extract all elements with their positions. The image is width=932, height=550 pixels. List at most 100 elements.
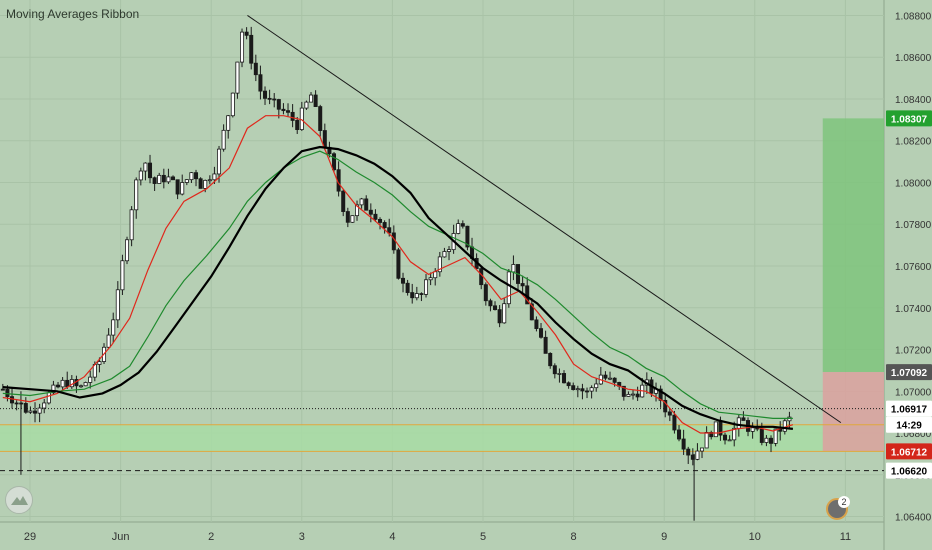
- candle-body[interactable]: [368, 209, 373, 215]
- candle-body[interactable]: [382, 222, 387, 229]
- candle-body[interactable]: [571, 385, 576, 390]
- candle-body[interactable]: [175, 179, 180, 195]
- candle-body[interactable]: [700, 447, 705, 452]
- candle-body[interactable]: [0, 388, 5, 391]
- candle-body[interactable]: [180, 182, 185, 195]
- candle-body[interactable]: [79, 385, 84, 388]
- candle-body[interactable]: [612, 377, 617, 383]
- candle-body[interactable]: [741, 417, 746, 421]
- candle-body[interactable]: [51, 384, 56, 394]
- candle-body[interactable]: [502, 303, 507, 324]
- candle-body[interactable]: [350, 215, 355, 223]
- candle-body[interactable]: [608, 377, 613, 380]
- candle-body[interactable]: [313, 94, 318, 107]
- candle-body[interactable]: [194, 172, 199, 180]
- candle-body[interactable]: [272, 98, 277, 101]
- candle-body[interactable]: [276, 99, 281, 110]
- candle-body[interactable]: [345, 211, 350, 223]
- candle-body[interactable]: [663, 399, 668, 413]
- candle-body[interactable]: [621, 385, 626, 397]
- candle-body[interactable]: [594, 383, 599, 389]
- candle-body[interactable]: [493, 305, 498, 311]
- candle-body[interactable]: [56, 384, 61, 388]
- candle-body[interactable]: [217, 148, 222, 175]
- candle-body[interactable]: [65, 379, 70, 388]
- candle-body[interactable]: [626, 394, 631, 397]
- candle-body[interactable]: [704, 432, 709, 449]
- candle-body[interactable]: [5, 388, 10, 398]
- candle-body[interactable]: [60, 379, 65, 388]
- candle-body[interactable]: [253, 62, 258, 76]
- candle-body[interactable]: [23, 403, 28, 413]
- candle-body[interactable]: [226, 115, 231, 131]
- candle-body[interactable]: [37, 407, 42, 414]
- candle-body[interactable]: [585, 390, 590, 393]
- candle-body[interactable]: [207, 179, 212, 182]
- candle-body[interactable]: [318, 106, 323, 131]
- candle-body[interactable]: [161, 174, 166, 183]
- candle-body[interactable]: [10, 396, 15, 404]
- candle-body[interactable]: [695, 450, 700, 460]
- candle-body[interactable]: [631, 393, 636, 396]
- candle-body[interactable]: [281, 108, 286, 112]
- candle-body[interactable]: [543, 336, 548, 354]
- candle-body[interactable]: [433, 271, 438, 279]
- candle-body[interactable]: [88, 376, 93, 383]
- candle-body[interactable]: [723, 434, 728, 441]
- candle-body[interactable]: [332, 153, 337, 171]
- candle-body[interactable]: [28, 410, 33, 413]
- candle-body[interactable]: [111, 319, 116, 336]
- candle-body[interactable]: [603, 374, 608, 379]
- candle-body[interactable]: [566, 382, 571, 387]
- candle-body[interactable]: [782, 420, 787, 432]
- price-badge[interactable]: [886, 462, 932, 479]
- candle-body[interactable]: [115, 289, 120, 321]
- candle-body[interactable]: [562, 373, 567, 384]
- candle-body[interactable]: [677, 429, 682, 440]
- candle-body[interactable]: [129, 209, 134, 241]
- candle-body[interactable]: [442, 251, 447, 258]
- candle-body[interactable]: [520, 283, 525, 287]
- candle-body[interactable]: [304, 101, 309, 109]
- candle-body[interactable]: [267, 97, 272, 100]
- candle-body[interactable]: [46, 392, 51, 404]
- candle-body[interactable]: [534, 319, 539, 329]
- candle-body[interactable]: [667, 411, 672, 416]
- candle-body[interactable]: [391, 232, 396, 251]
- candle-body[interactable]: [212, 173, 217, 181]
- candle-body[interactable]: [364, 198, 369, 211]
- candle-body[interactable]: [106, 334, 111, 348]
- price-badge[interactable]: [886, 416, 932, 433]
- candle-body[interactable]: [437, 256, 442, 273]
- candle-body[interactable]: [479, 268, 484, 286]
- candle-body[interactable]: [290, 111, 295, 121]
- price-badge[interactable]: [886, 443, 932, 460]
- candle-body[interactable]: [557, 373, 562, 375]
- candle-body[interactable]: [539, 328, 544, 338]
- candle-body[interactable]: [235, 61, 240, 94]
- candle-body[interactable]: [552, 365, 557, 375]
- candle-body[interactable]: [184, 179, 189, 183]
- candle-body[interactable]: [713, 421, 718, 438]
- candle-body[interactable]: [244, 31, 249, 36]
- candle-body[interactable]: [483, 284, 488, 302]
- moving-average-red[interactable]: [2, 115, 794, 434]
- candle-body[interactable]: [189, 172, 194, 181]
- time-scale[interactable]: [0, 522, 884, 550]
- candle-body[interactable]: [97, 361, 102, 365]
- position-loss-zone[interactable]: [822, 372, 884, 452]
- candle-body[interactable]: [166, 176, 171, 183]
- candle-body[interactable]: [686, 448, 691, 456]
- candle-body[interactable]: [221, 129, 226, 150]
- trendline[interactable]: [247, 15, 842, 424]
- candle-body[interactable]: [548, 352, 553, 367]
- candle-body[interactable]: [249, 34, 254, 64]
- candle-body[interactable]: [355, 204, 360, 217]
- candle-body[interactable]: [732, 427, 737, 441]
- candle-body[interactable]: [378, 218, 383, 223]
- candle-body[interactable]: [727, 439, 732, 442]
- candle-body[interactable]: [203, 179, 208, 189]
- candle-body[interactable]: [263, 90, 268, 99]
- candle-body[interactable]: [286, 110, 291, 113]
